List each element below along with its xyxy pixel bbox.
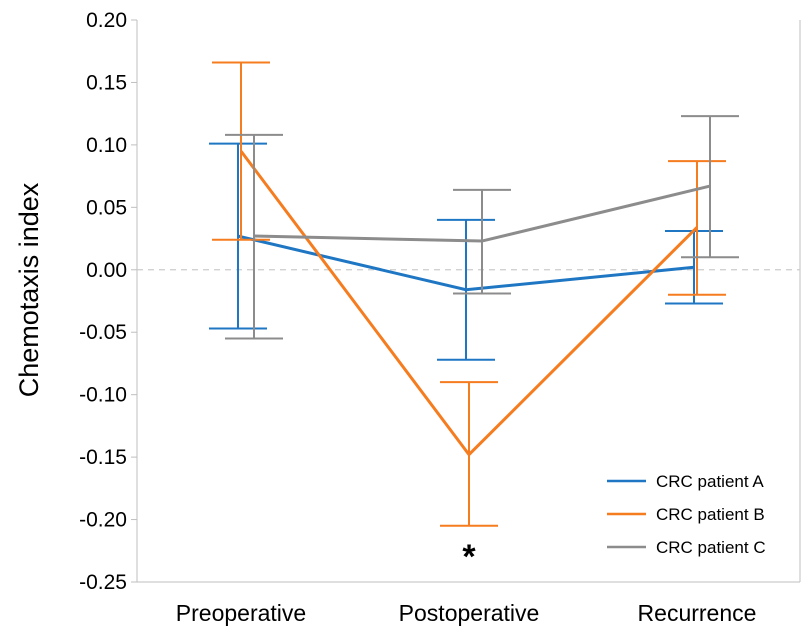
y-tick-label: 0.10 — [86, 134, 127, 157]
annotation-layer: * — [462, 538, 476, 576]
series-3 — [225, 115, 739, 340]
series-2 — [212, 61, 726, 527]
legend-label: CRC patient C — [656, 538, 766, 557]
y-axis: 0.20 0.15 0.10 0.05 0.00 -0.05 -0.10 -0.15 -0.20… — [79, 9, 137, 594]
significance-asterisk: * — [462, 538, 476, 576]
legend-item: CRC patient C — [607, 538, 766, 557]
x-tick-label: Recurrence — [638, 600, 757, 626]
y-axis-title: Chemotaxis index — [14, 182, 44, 397]
y-tick-label: 0.05 — [86, 196, 127, 219]
legend-label: CRC patient B — [656, 505, 765, 524]
y-tick-label: -0.10 — [79, 384, 127, 407]
x-axis: Preoperative Postoperative Recurrence — [176, 600, 757, 626]
y-tick-label: -0.25 — [79, 571, 127, 594]
y-tick-label: -0.20 — [79, 509, 127, 532]
series-layer — [209, 61, 739, 527]
y-tick-label: 0.15 — [86, 71, 127, 94]
legend-item: CRC patient B — [607, 505, 765, 524]
x-tick-label: Preoperative — [176, 600, 306, 626]
y-tick-label: -0.05 — [79, 321, 127, 344]
y-tick-label: 0.00 — [86, 259, 127, 282]
legend-label: CRC patient A — [656, 472, 764, 491]
plot-area — [136, 20, 801, 583]
legend-item: CRC patient A — [607, 472, 764, 491]
series-1 — [209, 142, 723, 361]
y-tick-label: 0.20 — [86, 9, 127, 32]
y-tick-label: -0.15 — [79, 446, 127, 469]
x-tick-label: Postoperative — [399, 600, 540, 626]
legend: CRC patient A CRC patient B CRC patient C — [607, 472, 766, 557]
